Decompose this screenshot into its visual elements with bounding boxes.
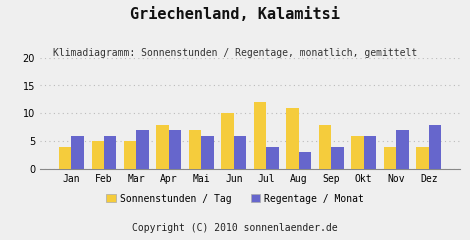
Bar [157, 125, 169, 169]
Bar [352, 136, 364, 169]
Bar [59, 147, 71, 169]
Bar [234, 136, 246, 169]
Bar [266, 147, 279, 169]
Text: Klimadiagramm: Sonnenstunden / Regentage, monatlich, gemittelt: Klimadiagramm: Sonnenstunden / Regentage… [53, 48, 417, 58]
Bar [169, 130, 181, 169]
Bar [189, 130, 201, 169]
Bar [71, 136, 84, 169]
Bar [416, 147, 429, 169]
Bar [384, 147, 396, 169]
Bar [254, 102, 266, 169]
Bar [124, 141, 136, 169]
Bar [201, 136, 214, 169]
Bar [299, 152, 311, 169]
Legend: Sonnenstunden / Tag, Regentage / Monat: Sonnenstunden / Tag, Regentage / Monat [102, 190, 368, 208]
Bar [104, 136, 116, 169]
Bar [319, 125, 331, 169]
Text: Griechenland, Kalamitsi: Griechenland, Kalamitsi [130, 7, 340, 22]
Bar [429, 125, 441, 169]
Bar [92, 141, 104, 169]
Bar [331, 147, 344, 169]
Bar [136, 130, 149, 169]
Bar [364, 136, 376, 169]
Text: Copyright (C) 2010 sonnenlaender.de: Copyright (C) 2010 sonnenlaender.de [132, 222, 338, 233]
Bar [286, 108, 299, 169]
Bar [396, 130, 408, 169]
Bar [221, 113, 234, 169]
